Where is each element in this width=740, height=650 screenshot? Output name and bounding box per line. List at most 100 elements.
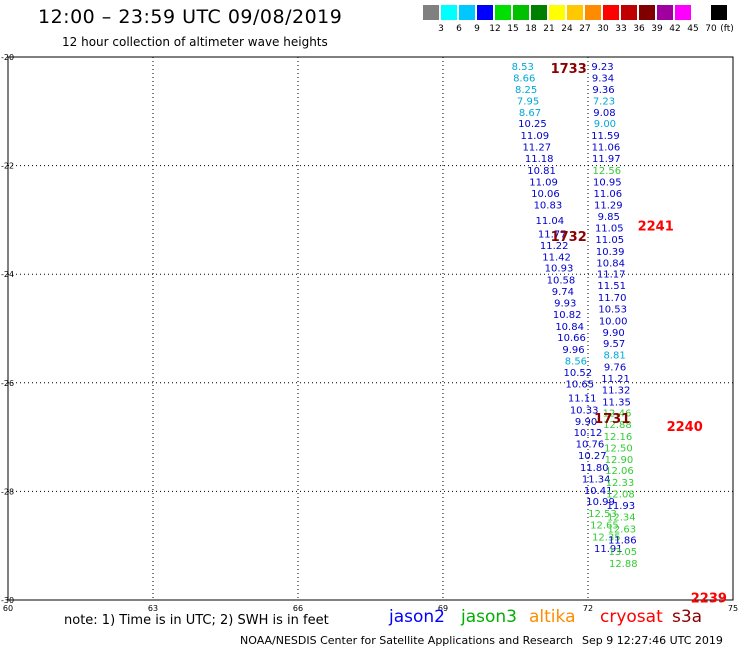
color-scale-label: 45 xyxy=(687,24,699,34)
color-swatch xyxy=(477,5,493,20)
wave-height-label: 11.17 xyxy=(597,270,626,281)
wave-height-label: 10.53 xyxy=(598,304,627,315)
wave-height-label: 11.06 xyxy=(592,143,621,154)
color-swatch xyxy=(675,5,691,20)
color-scale-label: 6 xyxy=(456,24,462,34)
wave-height-label: 9.74 xyxy=(552,287,574,298)
wave-height-label: 9.90 xyxy=(575,417,597,428)
wave-height-label: 11.77 xyxy=(538,229,567,240)
wave-height-label: 12.08 xyxy=(606,490,635,501)
color-scale-label: 27 xyxy=(579,24,591,34)
wave-height-label: 11.34 xyxy=(582,474,611,485)
wave-height-label: 11.91 xyxy=(594,544,623,555)
wave-height-label: 12.33 xyxy=(606,478,635,489)
track-time-label: 1733 xyxy=(551,62,587,77)
wave-height-label: 10.58 xyxy=(547,276,576,287)
wave-height-label: 11.11 xyxy=(568,393,597,404)
wave-height-label: 11.93 xyxy=(607,501,636,512)
wave-height-label: 8.53 xyxy=(512,62,534,73)
x-tick-label: 63 xyxy=(148,604,158,613)
satellite-legend-altika: altika xyxy=(529,607,576,627)
color-scale-label: 15 xyxy=(507,24,519,34)
color-swatch xyxy=(711,5,727,20)
plot-frame xyxy=(7,56,734,601)
satellite-legend-jason2: jason2 xyxy=(389,607,445,627)
wave-height-label: 11.09 xyxy=(521,131,550,142)
y-tick-label: -26 xyxy=(1,379,14,388)
x-tick-label: 72 xyxy=(583,604,593,613)
y-tick-label: -30 xyxy=(1,596,14,605)
wave-height-label: 12.65 xyxy=(590,521,619,532)
wave-height-label: 10.82 xyxy=(553,310,582,321)
wave-height-label: 11.42 xyxy=(542,252,571,263)
wave-height-label: 12.90 xyxy=(605,455,634,466)
wave-height-label: 10.52 xyxy=(564,368,593,379)
wave-height-label: 12.06 xyxy=(605,466,634,477)
wave-height-label: 12.88 xyxy=(603,420,632,431)
track-time-label: 2241 xyxy=(638,219,674,234)
wave-height-label: 9.36 xyxy=(592,85,614,96)
color-scale-label: 42 xyxy=(669,24,681,34)
wave-height-label: 8.81 xyxy=(603,351,625,362)
x-tick-label: 69 xyxy=(438,604,448,613)
track-time-label: 1731 xyxy=(594,412,630,427)
x-tick-label: 66 xyxy=(293,604,303,613)
wave-height-label: 9.90 xyxy=(602,328,624,339)
wave-height-label: 7.95 xyxy=(517,96,539,107)
wave-height-label: 11.09 xyxy=(529,177,558,188)
wave-height-label: 10.93 xyxy=(545,264,574,275)
page-title: 12:00 – 23:59 UTC 09/08/2019 xyxy=(38,6,343,28)
wave-height-label: 9.96 xyxy=(562,345,584,356)
x-tick-label: 75 xyxy=(728,604,738,613)
y-tick-label: -22 xyxy=(1,162,14,171)
wave-height-label: 10.76 xyxy=(576,440,605,451)
color-swatch xyxy=(639,5,655,20)
color-scale-label: 24 xyxy=(561,24,573,34)
color-swatch xyxy=(657,5,673,20)
color-swatch xyxy=(585,5,601,20)
color-swatch xyxy=(459,5,475,20)
wave-height-label: 11.80 xyxy=(580,463,609,474)
track-time-label: 2240 xyxy=(667,420,703,435)
wave-height-label: 11.05 xyxy=(595,224,624,235)
y-tick-label: -20 xyxy=(1,53,14,62)
wave-height-label: 11.04 xyxy=(535,216,564,227)
wave-height-label: 7.23 xyxy=(593,96,615,107)
color-swatch xyxy=(513,5,529,20)
wave-height-label: 10.84 xyxy=(555,322,584,333)
wave-height-label: 11.18 xyxy=(525,154,554,165)
color-scale-label: 36 xyxy=(633,24,645,34)
wave-height-label: 11.22 xyxy=(540,241,569,252)
color-scale-label: 30 xyxy=(597,24,609,34)
wave-height-label: 11.27 xyxy=(522,143,551,154)
color-swatch xyxy=(693,5,709,20)
wave-height-label: 10.81 xyxy=(527,166,556,177)
wave-height-label: 11.32 xyxy=(602,385,631,396)
wave-height-label: 8.67 xyxy=(519,108,541,119)
wave-height-label: 10.27 xyxy=(578,451,607,462)
wave-height-label: 10.65 xyxy=(565,379,594,390)
wave-height-label: 8.25 xyxy=(515,85,537,96)
wave-height-label: 11.35 xyxy=(602,397,631,408)
x-tick-label: 60 xyxy=(3,604,13,613)
wave-height-label: 10.00 xyxy=(599,316,628,327)
wave-height-label: 12.53 xyxy=(588,509,617,520)
wave-height-label: 12.56 xyxy=(593,166,622,177)
wave-height-label: 10.33 xyxy=(570,405,599,416)
satellite-legend-jason3: jason3 xyxy=(461,607,517,627)
wave-height-label: 11.97 xyxy=(592,154,621,165)
color-scale-label: 39 xyxy=(651,24,663,34)
footer-timestamp: Sep 9 12:27:46 UTC 2019 xyxy=(582,634,723,647)
wave-height-label: 10.12 xyxy=(574,428,603,439)
wave-height-label: 10.41 xyxy=(584,486,613,497)
wave-height-label: 10.06 xyxy=(531,189,560,200)
wave-height-label: 10.66 xyxy=(557,333,586,344)
wave-height-label: 11.06 xyxy=(593,189,622,200)
note-text: note: 1) Time is in UTC; 2) SWH is in fe… xyxy=(64,613,329,628)
wave-height-label: 10.95 xyxy=(593,177,622,188)
wave-height-label: 11.86 xyxy=(608,536,637,547)
wave-height-label: 9.76 xyxy=(604,363,626,374)
wave-height-label: 11.21 xyxy=(601,374,630,385)
track-time-label: 1732 xyxy=(551,230,587,245)
